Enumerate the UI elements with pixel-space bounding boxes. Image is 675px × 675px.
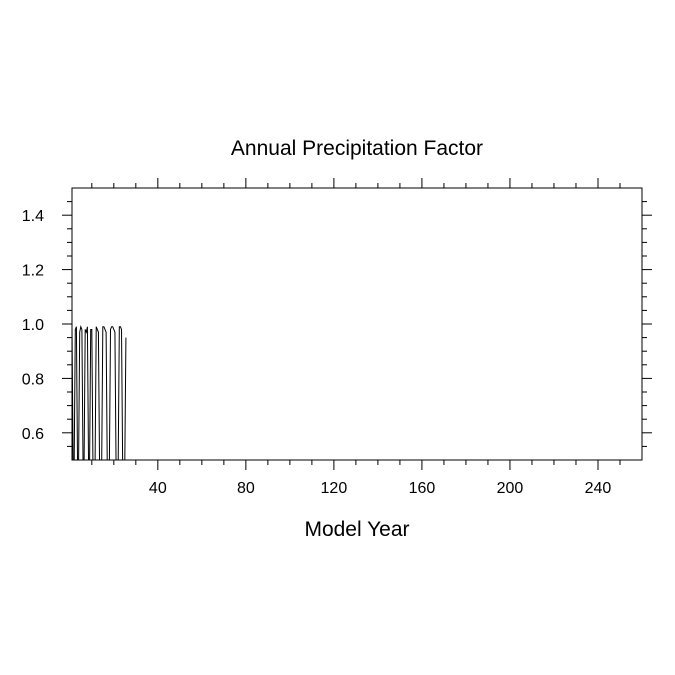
series-line bbox=[71, 324, 127, 461]
y-tick-label: 1.2 bbox=[22, 263, 44, 280]
x-tick-label: 160 bbox=[409, 480, 436, 497]
x-tick-label: 40 bbox=[149, 480, 167, 497]
x-tick-label: 200 bbox=[497, 480, 524, 497]
chart-title: Annual Precipitation Factor bbox=[231, 137, 483, 160]
y-tick-label: 1.4 bbox=[22, 208, 44, 225]
x-tick-label: 120 bbox=[321, 480, 348, 497]
y-tick-label: 0.8 bbox=[22, 371, 44, 388]
x-tick-label: 80 bbox=[237, 480, 255, 497]
x-axis-label: Model Year bbox=[304, 518, 409, 541]
plot-frame bbox=[71, 187, 643, 461]
x-tick-label: 240 bbox=[585, 480, 612, 497]
y-tick-label: 0.6 bbox=[22, 426, 44, 443]
plot-area: 40 80 120 160 200 240 0.6 0.8 1.0 1.2 1.4 bbox=[22, 178, 652, 497]
y-tick-label: 1.0 bbox=[22, 317, 44, 334]
